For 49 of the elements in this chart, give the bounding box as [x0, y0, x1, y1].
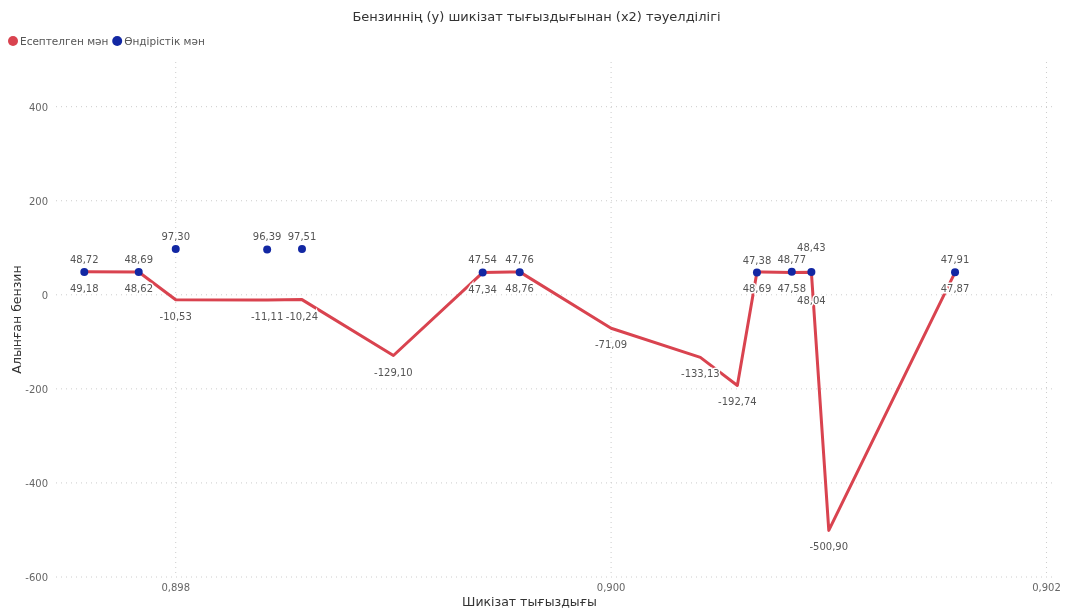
x-tick-label: 0,900 [596, 582, 626, 593]
data-label: 97,51 [287, 230, 317, 242]
data-label: 47,58 [777, 283, 807, 295]
point [80, 267, 89, 276]
y-tick-label: -200 [25, 383, 48, 395]
point [752, 268, 761, 277]
x-tick-label: 0,902 [1032, 582, 1061, 593]
data-label: 48,72 [69, 253, 99, 265]
y-tick-label: 200 [28, 195, 48, 207]
point [297, 244, 306, 253]
data-label: 47,54 [468, 254, 497, 266]
y-tick-label: 400 [28, 101, 48, 113]
y-tick-label: -400 [25, 477, 48, 489]
point [951, 268, 960, 277]
data-label: -500,90 [809, 541, 849, 553]
data-label: -71,09 [594, 339, 628, 351]
data-label: 96,39 [252, 231, 282, 243]
data-label: 47,76 [505, 254, 534, 266]
data-label: 48,69 [124, 253, 154, 265]
data-label: -11,11 [251, 311, 284, 323]
point [787, 267, 796, 276]
data-label: 47,91 [940, 254, 970, 266]
point [478, 268, 487, 277]
data-label: -192,74 [718, 396, 757, 408]
legend-label: Есептелген мән [20, 35, 109, 47]
point [134, 267, 143, 276]
y-tick-label: 0 [41, 289, 48, 301]
data-label: 48,62 [124, 282, 154, 294]
y-tick-label: -600 [25, 572, 48, 583]
data-label: 48,43 [797, 242, 826, 254]
data-label: 48,76 [505, 282, 534, 294]
data-label: -10,53 [159, 310, 192, 322]
legend-label: Өндірістік мән [124, 35, 205, 47]
point [171, 245, 180, 254]
y-axis-title: Алынған бензин [9, 265, 24, 374]
x-axis-title: Шикізат тығыздығы [462, 594, 597, 608]
chart-title: Бензиннің (y) шикізат тығыздығынан (x2) тәуелділігі [352, 9, 721, 24]
data-label: -10,24 [285, 310, 319, 322]
data-label: 48,77 [777, 253, 807, 265]
data-label: 47,38 [742, 254, 772, 266]
point [807, 268, 816, 277]
point [515, 268, 524, 277]
data-label: -133,13 [681, 368, 720, 380]
data-label: 49,18 [69, 282, 99, 294]
data-label: 97,30 [161, 231, 191, 243]
data-label: 47,34 [468, 283, 497, 295]
x-tick-label: 0,898 [161, 582, 191, 593]
data-label: -129,10 [374, 366, 413, 378]
point [263, 245, 272, 254]
